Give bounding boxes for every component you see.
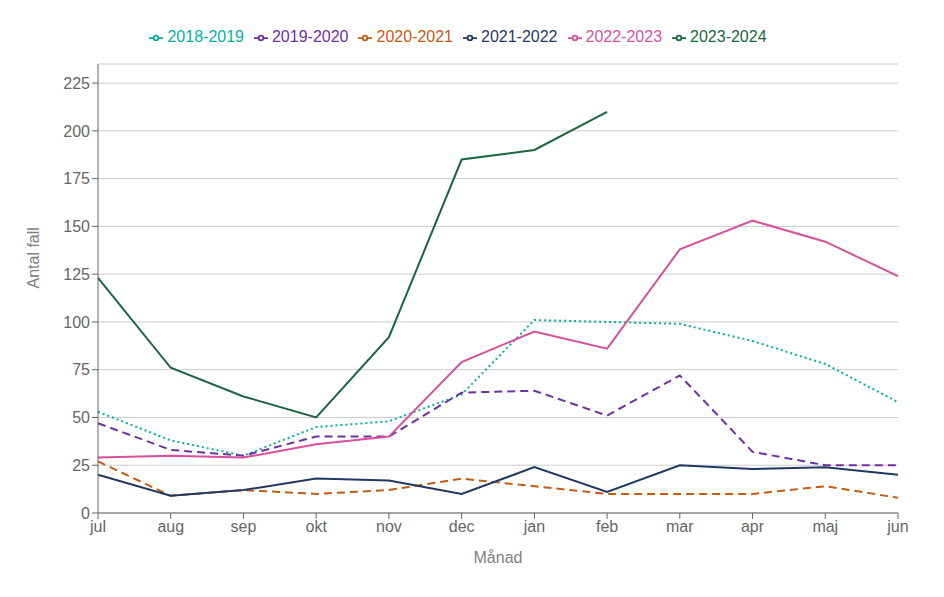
- svg-text:okt: okt: [306, 518, 328, 535]
- html-text:2019-2020: 2019-2020: [272, 28, 349, 45]
- svg-text:nov: nov: [376, 518, 402, 535]
- svg-text:125: 125: [63, 266, 90, 283]
- svg-text:maj: maj: [812, 518, 838, 535]
- svg-text:jan: jan: [523, 518, 545, 535]
- svg-text:25: 25: [72, 457, 90, 474]
- svg-text:0: 0: [81, 505, 90, 522]
- svg-text:200: 200: [63, 123, 90, 140]
- svg-text:sep: sep: [231, 518, 257, 535]
- svg-text:225: 225: [63, 75, 90, 92]
- html-text:2020-2021: 2020-2021: [376, 28, 453, 45]
- svg-text:apr: apr: [741, 518, 765, 535]
- svg-text:175: 175: [63, 170, 90, 187]
- svg-text:jul: jul: [89, 518, 106, 535]
- svg-text:Månad: Månad: [474, 549, 523, 566]
- svg-text:dec: dec: [449, 518, 475, 535]
- svg-text:Antal fall: Antal fall: [25, 227, 42, 288]
- html-text:2023-2024: 2023-2024: [690, 28, 767, 45]
- svg-text:mar: mar: [666, 518, 694, 535]
- svg-text:50: 50: [72, 409, 90, 426]
- svg-text:jun: jun: [886, 518, 908, 535]
- svg-text:150: 150: [63, 218, 90, 235]
- html-text:2021-2022: 2021-2022: [481, 28, 558, 45]
- svg-text:feb: feb: [596, 518, 618, 535]
- html-text:2022-2023: 2022-2023: [585, 28, 662, 45]
- svg-text:aug: aug: [157, 518, 184, 535]
- svg-text:75: 75: [72, 361, 90, 378]
- svg-text:100: 100: [63, 314, 90, 331]
- html-text:2018-2019: 2018-2019: [167, 28, 244, 45]
